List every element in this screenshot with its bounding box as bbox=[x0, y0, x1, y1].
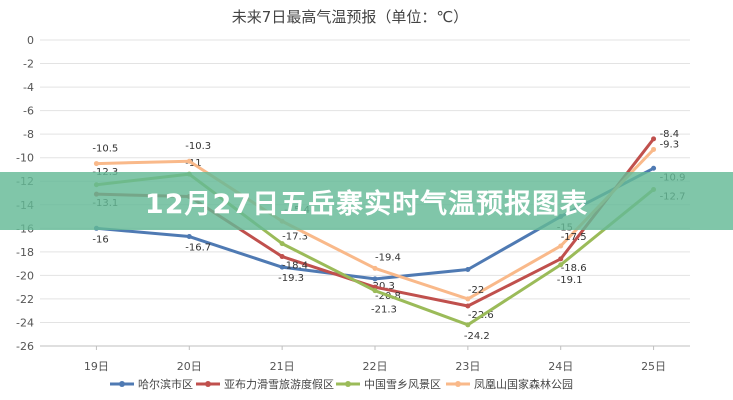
title-banner: 12月27日五岳寨实时气温预报图表 bbox=[0, 172, 733, 230]
legend-marker bbox=[455, 381, 461, 387]
data-point bbox=[651, 165, 657, 171]
x-tick-label: 20日 bbox=[177, 360, 202, 373]
data-label: -19.1 bbox=[557, 275, 583, 286]
data-point bbox=[465, 303, 471, 309]
chart-title: 未来7日最高气温预报（单位：℃） bbox=[232, 8, 468, 26]
legend-marker bbox=[205, 381, 211, 387]
y-tick-label: -4 bbox=[23, 81, 34, 94]
x-tick-label: 23日 bbox=[455, 360, 480, 373]
data-label: -24.2 bbox=[464, 331, 490, 342]
y-tick-label: -18 bbox=[16, 246, 34, 259]
legend-label: 中国雪乡风景区 bbox=[364, 378, 441, 391]
data-label: -17.3 bbox=[282, 232, 308, 243]
data-label: -16 bbox=[92, 234, 108, 245]
data-point bbox=[558, 243, 564, 249]
data-point bbox=[186, 234, 192, 240]
data-label: -10.5 bbox=[92, 144, 118, 155]
data-point bbox=[651, 146, 657, 152]
data-point bbox=[465, 296, 471, 302]
series-group: -16-16.7-19.3-20.3-15-10.9-13.1-18.4-20.… bbox=[92, 129, 685, 342]
legend: 哈尔滨市区 亚布力滑雪旅游度假区 中国雪乡风景区 凤凰山国家森林公园 bbox=[110, 377, 573, 391]
y-tick-label: -22 bbox=[16, 293, 34, 306]
y-tick-label: -20 bbox=[16, 269, 34, 282]
x-tick-label: 25日 bbox=[641, 360, 666, 373]
legend-label: 亚布力滑雪旅游度假区 bbox=[224, 377, 334, 391]
data-label: -9.3 bbox=[660, 139, 680, 150]
y-tick-label: -6 bbox=[23, 105, 34, 118]
x-axis: 19日 20日 21日 22日 23日 24日 25日 bbox=[40, 345, 690, 373]
legend-marker bbox=[119, 381, 125, 387]
y-tick-label: -2 bbox=[23, 58, 34, 71]
data-label: -10.3 bbox=[185, 141, 211, 152]
y-tick-label: 0 bbox=[27, 34, 34, 47]
data-point bbox=[465, 267, 471, 272]
x-tick-label: 22日 bbox=[363, 360, 388, 373]
data-point bbox=[372, 288, 378, 294]
data-point bbox=[186, 158, 192, 164]
y-tick-label: -26 bbox=[16, 340, 34, 353]
banner-title: 12月27日五岳寨实时气温预报图表 bbox=[144, 188, 589, 220]
legend-marker bbox=[345, 381, 351, 387]
data-label: -17.5 bbox=[561, 232, 587, 243]
data-point bbox=[558, 262, 564, 268]
x-tick-label: 19日 bbox=[84, 360, 109, 373]
data-point bbox=[651, 136, 657, 142]
data-label: -19.4 bbox=[375, 252, 401, 263]
data-label: -22 bbox=[468, 285, 484, 296]
x-tick-label: 24日 bbox=[548, 360, 573, 373]
data-point bbox=[279, 241, 285, 247]
data-label: -21.3 bbox=[371, 305, 397, 316]
data-point bbox=[279, 264, 285, 270]
legend-label: 凤凰山国家森林公园 bbox=[474, 377, 573, 391]
legend-label: 哈尔滨市区 bbox=[138, 377, 193, 391]
data-point bbox=[558, 256, 564, 262]
data-label: -19.3 bbox=[278, 273, 304, 284]
y-tick-label: -10 bbox=[16, 152, 34, 165]
data-label: -16.7 bbox=[185, 243, 211, 254]
data-label: -18.6 bbox=[561, 263, 587, 274]
y-tick-label: -8 bbox=[23, 128, 34, 141]
data-label: -18.4 bbox=[282, 261, 308, 272]
data-label: -8.4 bbox=[660, 129, 680, 140]
data-point bbox=[279, 254, 285, 260]
data-point bbox=[372, 276, 378, 282]
data-point bbox=[93, 161, 99, 167]
data-point bbox=[372, 265, 378, 271]
y-tick-label: -24 bbox=[16, 316, 34, 329]
data-point bbox=[465, 322, 471, 328]
data-label: -20.3 bbox=[369, 281, 395, 292]
x-tick-label: 21日 bbox=[270, 360, 295, 373]
